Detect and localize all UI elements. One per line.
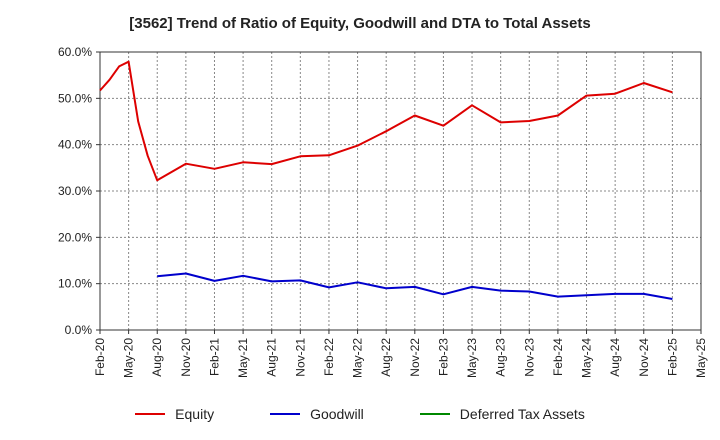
grid-lines (100, 52, 701, 330)
x-tick-label: Feb-25 (665, 338, 679, 376)
legend-label-goodwill: Goodwill (310, 406, 364, 422)
x-tick-label: Nov-23 (522, 338, 536, 377)
y-tick-label: 10.0% (58, 277, 92, 291)
x-tick-label: Aug-24 (608, 338, 622, 377)
series-line-equity (99, 60, 673, 182)
y-tick-label: 40.0% (58, 138, 92, 152)
legend-swatch-deferred-tax-assets (419, 413, 450, 415)
x-tick-label: Nov-24 (637, 338, 651, 377)
plot-frame (99, 51, 702, 331)
y-tick-label: 20.0% (58, 230, 92, 244)
x-tick-label: Aug-22 (379, 338, 393, 377)
legend: Equity Goodwill Deferred Tax Assets (0, 406, 720, 422)
x-tick-label: May-20 (122, 338, 136, 378)
y-tick-label: 60.0% (58, 45, 92, 59)
x-tick-label: Aug-21 (265, 338, 279, 377)
x-tick-label: May-23 (465, 338, 479, 378)
x-tick-label: Feb-24 (551, 338, 565, 376)
x-tick-label: Nov-21 (293, 338, 307, 377)
x-tick-label: May-22 (351, 338, 365, 378)
chart-area: 0.0% 10.0% 20.0% 30.0% 40.0% 50.0% 60.0% Feb-2… (58, 45, 708, 378)
legend-label-equity: Equity (175, 406, 215, 422)
series-line-goodwill (157, 272, 673, 300)
x-tick-label: Aug-23 (494, 338, 508, 377)
legend-item-equity: Equity (135, 406, 214, 422)
x-tick-label: May-21 (236, 338, 250, 378)
legend-item-goodwill: Goodwill (270, 406, 364, 422)
x-tick-label: Feb-21 (207, 338, 221, 376)
x-tick-label: Feb-22 (322, 338, 336, 376)
x-tick-label: May-24 (580, 338, 594, 378)
x-axis-tick-labels: Feb-20 May-20 Aug-20 Nov-20 Feb-21 May-21 Aug-… (93, 338, 708, 378)
y-tick-label: 50.0% (58, 91, 92, 105)
chart-title: [3562] Trend of Ratio of Equity, Goodwil… (129, 15, 591, 32)
x-tick-label: Aug-20 (150, 338, 164, 377)
x-tick-label: Feb-20 (93, 338, 107, 376)
legend-item-deferred-tax-assets: Deferred Tax Assets (419, 406, 585, 422)
x-tick-label: Nov-20 (179, 338, 193, 377)
series-lines (99, 60, 673, 300)
y-tick-label: 30.0% (58, 184, 92, 198)
legend-swatch-goodwill (270, 413, 301, 415)
y-tick-label: 0.0% (65, 323, 93, 337)
x-tick-label: May-25 (694, 338, 708, 378)
legend-label-deferred-tax-assets: Deferred Tax Assets (459, 406, 585, 422)
axes (96, 51, 702, 334)
legend-swatch-equity (135, 413, 166, 415)
y-axis-tick-labels: 0.0% 10.0% 20.0% 30.0% 40.0% 50.0% 60.0% (58, 45, 92, 337)
x-tick-label: Nov-22 (408, 338, 422, 377)
x-tick-label: Feb-23 (436, 338, 450, 376)
